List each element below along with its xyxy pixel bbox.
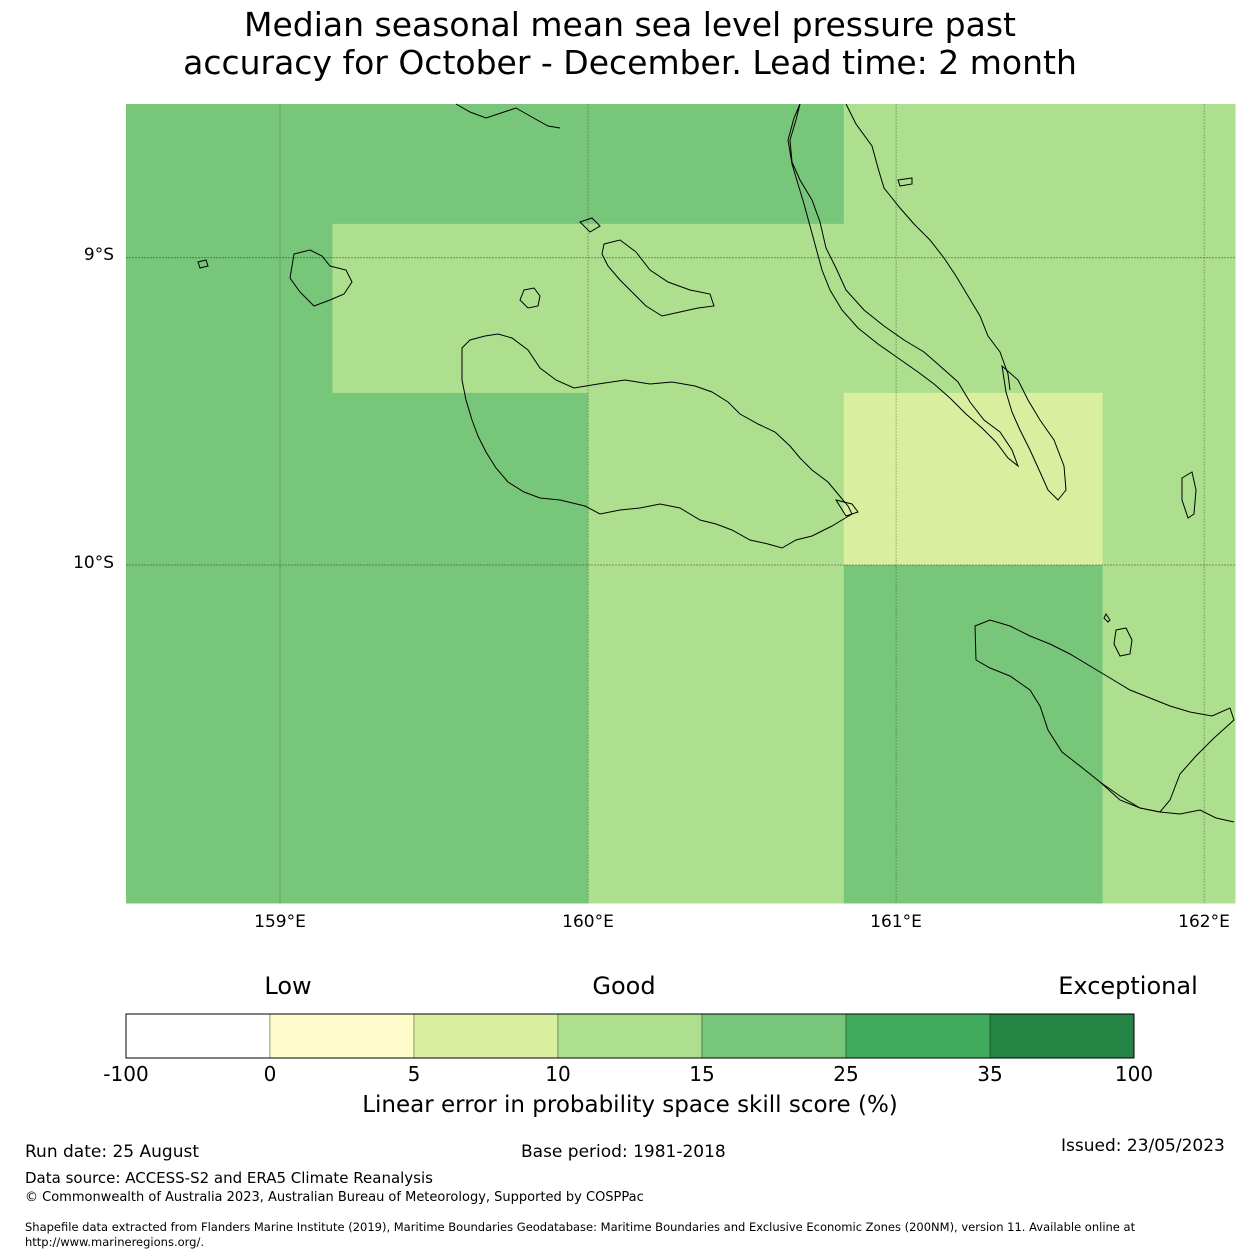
skill-cell-4	[332, 223, 589, 394]
coastline-russell-islands	[289, 249, 353, 307]
map-title: Median seasonal mean sea level pressure …	[0, 6, 1260, 82]
coastline-small-islet-1	[197, 259, 209, 269]
title-line-2: accuracy for October - December. Lead ti…	[183, 43, 1077, 82]
skill-cell-5	[588, 223, 845, 394]
coastline-ulawa	[1113, 627, 1133, 657]
coastlines	[197, 103, 1235, 823]
title-line-1: Median seasonal mean sea level pressure …	[244, 5, 1016, 44]
coastline-makira-south	[1099, 781, 1235, 823]
coastline-small-malaita	[1001, 364, 1067, 501]
legend-word-low: Low	[264, 972, 312, 1000]
y-tick-label: 9°S	[83, 245, 114, 265]
legend-word-good: Good	[592, 972, 656, 1000]
coastline-small-islet-3	[897, 177, 913, 187]
colorbar-tick: 15	[689, 1062, 715, 1086]
colorbar-label: Linear error in probability space skill …	[362, 1092, 898, 1118]
skill-cell-12	[588, 564, 845, 904]
colorbar-segment	[269, 1013, 415, 1059]
copyright-notice: © Commonwealth of Australia 2023, Austra…	[25, 1190, 644, 1205]
skill-cell-8	[588, 392, 845, 566]
data-source: Data source: ACCESS-S2 and ERA5 Climate …	[25, 1169, 433, 1187]
colorbar-tick: -100	[103, 1062, 149, 1086]
shapefile-credit-line-2: http://www.marineregions.org/.	[25, 1235, 204, 1249]
base-period: Base period: 1981-2018	[521, 1142, 726, 1162]
colorbar-tick: 10	[545, 1062, 571, 1086]
coastline-malaita-east	[845, 103, 1011, 391]
colorbar-segment	[413, 1013, 559, 1059]
coastline-east-islet	[1181, 471, 1197, 519]
colorbar-segment	[845, 1013, 991, 1059]
colorbar-tick: 25	[833, 1062, 859, 1086]
x-tick-label: 159°E	[254, 912, 306, 932]
skill-cell-1	[332, 104, 845, 225]
coastline-small-islet-4	[834, 499, 859, 517]
colorbar-segment	[125, 1013, 271, 1059]
shapefile-credit-line-1: Shapefile data extracted from Flanders M…	[25, 1220, 1136, 1234]
legend-word-exceptional: Exceptional	[1058, 972, 1198, 1000]
skill-cell-14	[1102, 564, 1236, 904]
coastline-guadalcanal	[461, 333, 853, 549]
skill-cell-6	[843, 223, 1236, 394]
skill-cell-11	[126, 564, 589, 904]
graticule	[126, 104, 1235, 903]
skill-cell-13	[843, 564, 1104, 904]
skill-cell-10	[1102, 392, 1236, 566]
coastline-small-islet-5	[1103, 613, 1111, 623]
colorbar-segment	[557, 1013, 703, 1059]
coastline-florida-islands	[601, 239, 715, 317]
skill-cell-3	[126, 223, 333, 566]
skill-grid-cells	[126, 104, 1236, 904]
colorbar-tick: 35	[977, 1062, 1003, 1086]
colorbar-border	[125, 1013, 1135, 1059]
coastline-makira	[974, 619, 1235, 813]
colorbar-tick: 0	[263, 1062, 277, 1086]
y-tick-label: 10°S	[73, 553, 114, 573]
colorbar-tick: 5	[407, 1062, 421, 1086]
coastline-malaita-north	[787, 103, 1020, 468]
skill-cell-0	[126, 104, 333, 225]
x-tick-label: 162°E	[1178, 912, 1230, 932]
colorbar-segment	[989, 1013, 1135, 1059]
x-tick-label: 160°E	[562, 912, 614, 932]
run-date: Run date: 25 August	[25, 1142, 199, 1162]
coastline-small-islet-2	[579, 217, 601, 233]
issued-date: Issued: 23/05/2023	[1061, 1136, 1225, 1156]
skill-cell-9	[843, 392, 1104, 566]
skill-cell-7	[332, 392, 589, 566]
coastline-ngella-north	[455, 103, 561, 129]
x-tick-label: 161°E	[870, 912, 922, 932]
colorbar-segment	[701, 1013, 847, 1059]
skill-cell-2	[843, 104, 1236, 225]
colorbar-tick: 100	[1114, 1062, 1154, 1086]
colorbar-segments	[125, 1013, 1135, 1059]
coastline-savo	[519, 287, 541, 309]
